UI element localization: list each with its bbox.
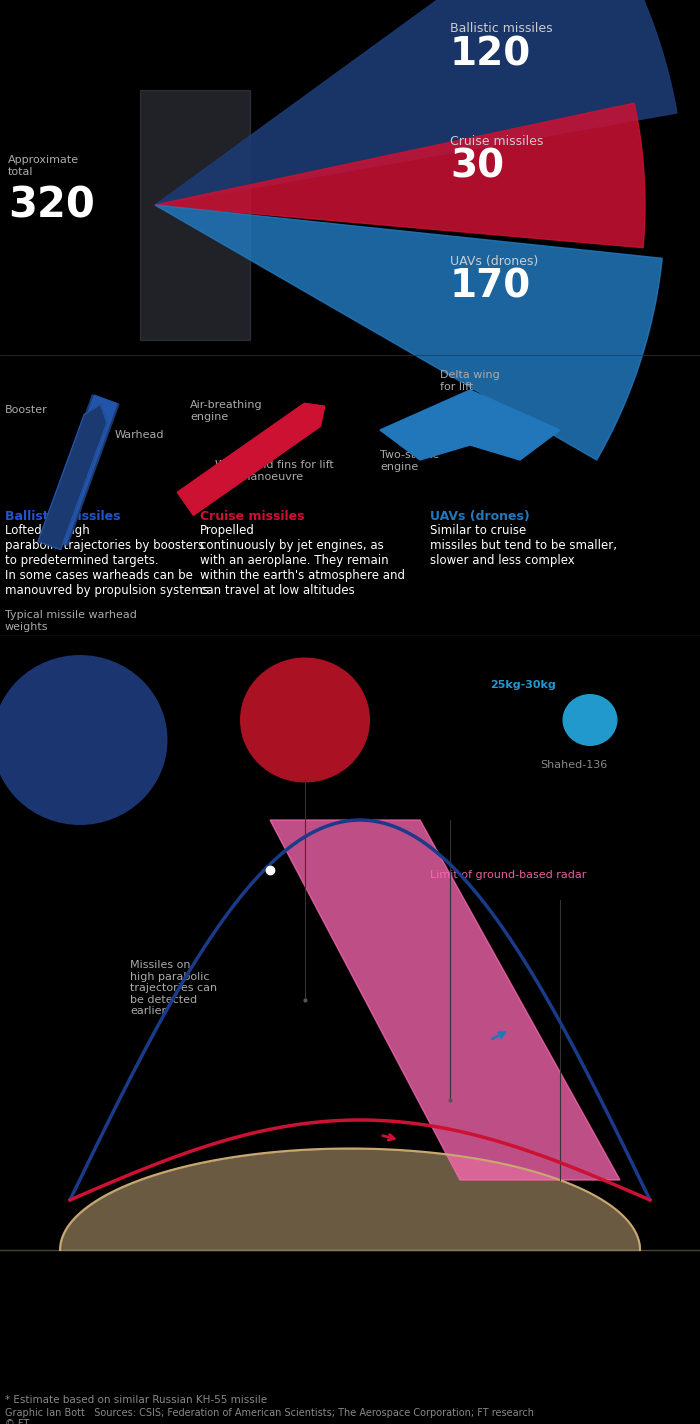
Text: Similar to cruise
missiles but tend to be smaller,
slower and less complex: Similar to cruise missiles but tend to b…	[430, 524, 617, 567]
Text: Approximate
total: Approximate total	[8, 155, 79, 177]
Text: 25kg-30kg: 25kg-30kg	[490, 681, 556, 691]
Text: 410kg*: 410kg*	[267, 705, 322, 719]
Text: 760kg-
1,200kg: 760kg- 1,200kg	[18, 721, 87, 752]
Text: Missiles on
high parabolic
trajectories can
be detected
earlier: Missiles on high parabolic trajectories …	[130, 960, 217, 1017]
Text: UAVs (drones): UAVs (drones)	[450, 255, 538, 268]
Polygon shape	[38, 404, 107, 550]
Text: Lofted on high
parabolic trajectories by boosters
to predetermined targets.
In s: Lofted on high parabolic trajectories by…	[5, 524, 209, 597]
Polygon shape	[177, 403, 325, 515]
Ellipse shape	[0, 655, 167, 824]
Text: Warhead: Warhead	[115, 430, 164, 440]
Text: Two-stroke
engine: Two-stroke engine	[380, 450, 440, 471]
Text: Graphic Ian Bott   Sources: CSIS; Federation of American Scientists; The Aerospa: Graphic Ian Bott Sources: CSIS; Federati…	[5, 1408, 534, 1418]
Text: 30: 30	[450, 148, 504, 187]
Text: Soumer: Soumer	[285, 760, 328, 770]
Text: Ballistic missiles: Ballistic missiles	[450, 21, 552, 36]
Text: 320: 320	[8, 185, 95, 226]
Text: 170: 170	[450, 268, 531, 306]
Text: Typical missile warhead
weights: Typical missile warhead weights	[5, 609, 137, 632]
Text: Air-breathing
engine: Air-breathing engine	[190, 400, 262, 422]
Text: Wings and fins for lift
and manoeuvre: Wings and fins for lift and manoeuvre	[215, 460, 334, 481]
Polygon shape	[380, 390, 560, 460]
Text: Delta wing
for lift: Delta wing for lift	[440, 370, 500, 392]
Text: UAVs (drones): UAVs (drones)	[430, 510, 534, 523]
Ellipse shape	[563, 693, 617, 746]
Polygon shape	[155, 103, 645, 248]
Polygon shape	[140, 90, 250, 340]
Ellipse shape	[240, 658, 370, 783]
Text: * Estimate based on similar Russian KH-55 missile: * Estimate based on similar Russian KH-5…	[5, 1396, 267, 1405]
Text: Cruise missiles: Cruise missiles	[450, 135, 543, 148]
Text: Cruise missiles: Cruise missiles	[200, 510, 309, 523]
Polygon shape	[270, 820, 620, 1180]
Text: © FT: © FT	[5, 1418, 29, 1424]
Polygon shape	[41, 394, 119, 545]
Text: Propelled
continuously by jet engines, as
with an aeroplane. They remain
within : Propelled continuously by jet engines, a…	[200, 524, 405, 597]
Text: Ballistic missiles: Ballistic missiles	[5, 510, 125, 523]
Text: 120: 120	[450, 36, 531, 73]
Text: Booster: Booster	[5, 404, 48, 414]
Polygon shape	[155, 0, 677, 205]
Polygon shape	[155, 205, 662, 460]
Polygon shape	[43, 396, 117, 544]
Text: Limit of ground-based radar: Limit of ground-based radar	[430, 870, 587, 880]
Text: Shahed-136: Shahed-136	[540, 760, 608, 770]
Text: Shahab-3: Shahab-3	[25, 790, 78, 800]
